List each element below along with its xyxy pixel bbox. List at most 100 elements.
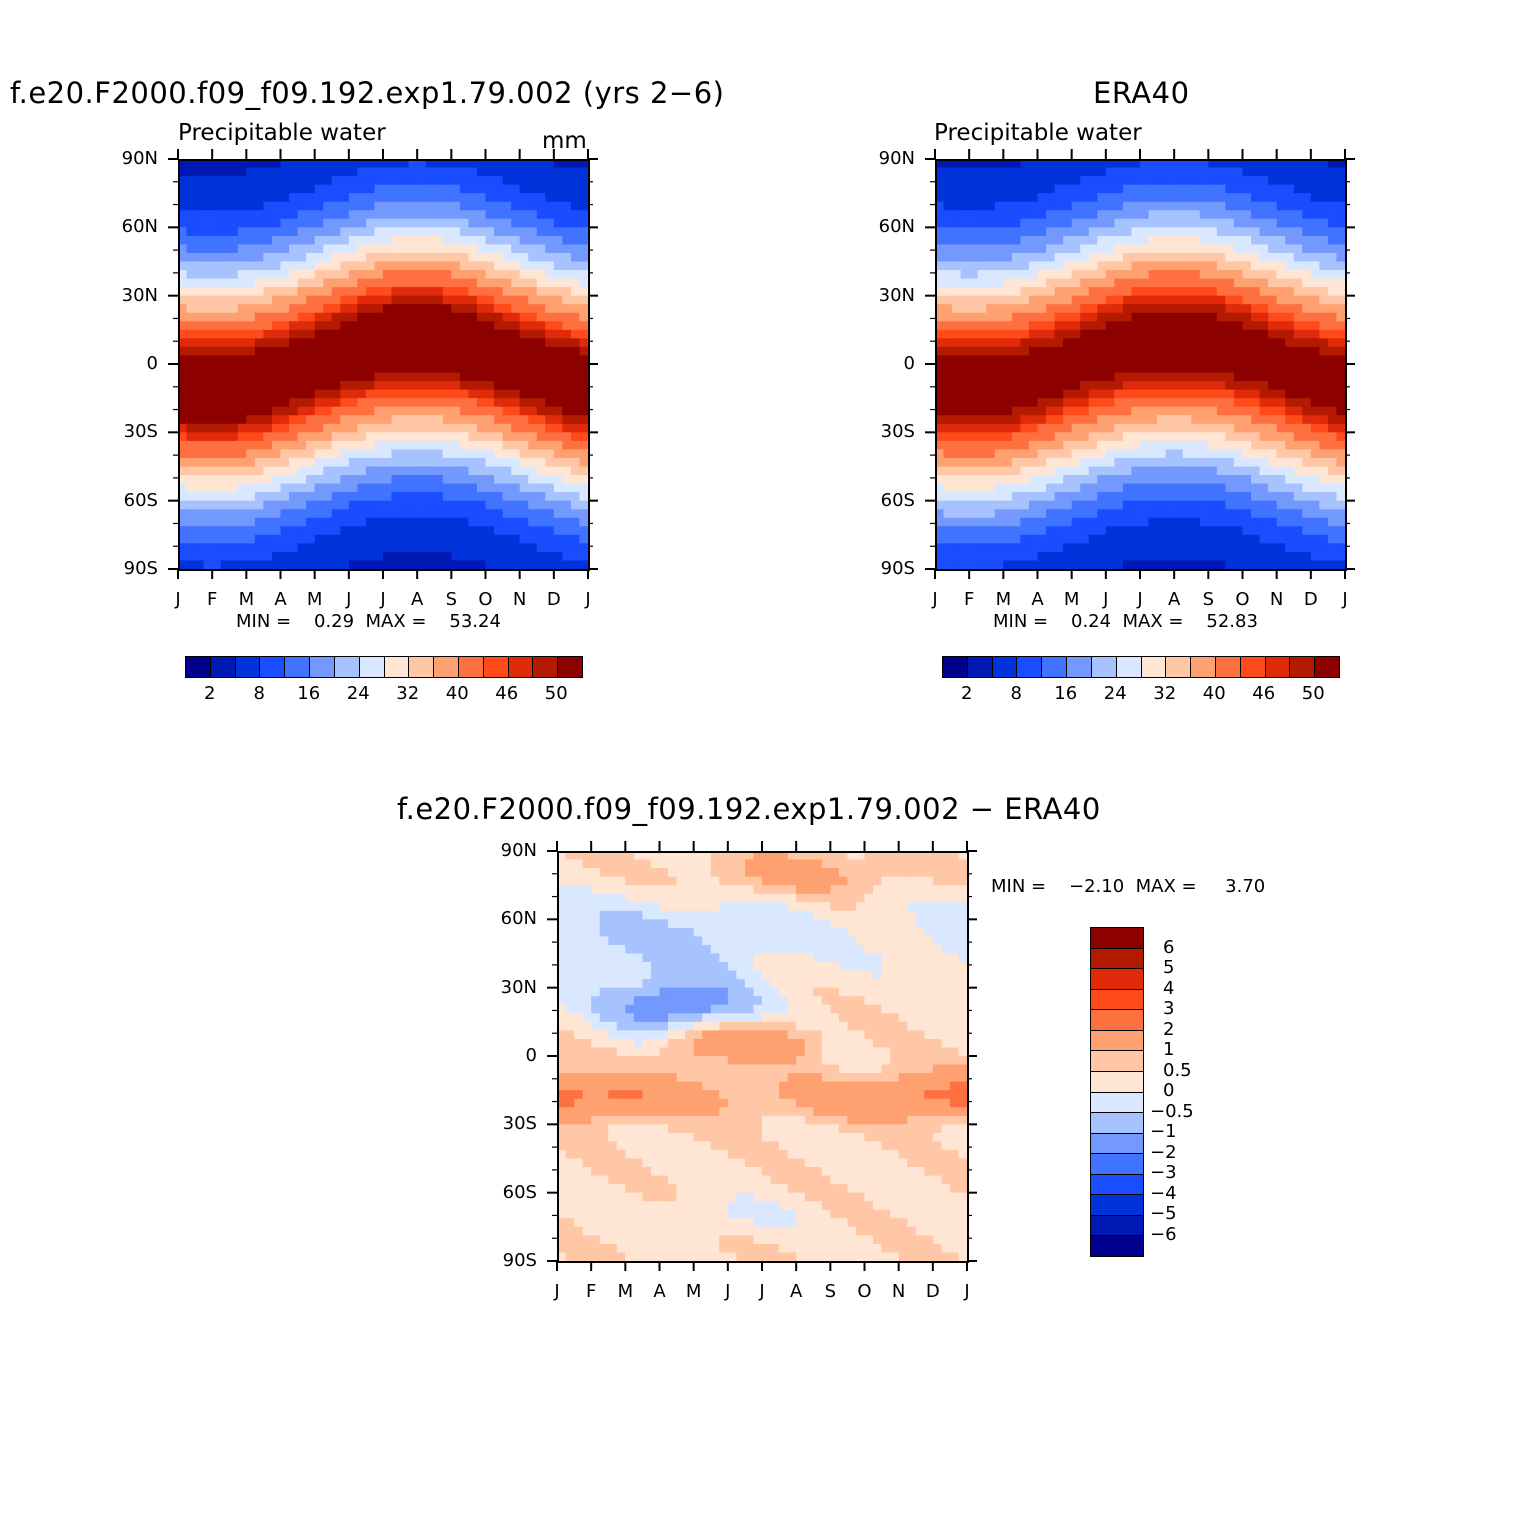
field-cell	[960, 167, 970, 177]
field-cell	[1140, 312, 1150, 322]
field-cell	[1037, 440, 1047, 451]
field-cell	[1285, 329, 1295, 339]
field-cell	[476, 560, 487, 570]
field-cell	[1046, 406, 1056, 416]
field-cell	[391, 500, 401, 510]
field-cell	[1302, 270, 1312, 280]
field-cell	[459, 551, 470, 562]
field-cell	[553, 235, 563, 246]
field-cell	[977, 509, 987, 519]
field-cell	[1054, 167, 1064, 177]
field-cell	[306, 551, 316, 562]
field-cell	[1268, 193, 1278, 203]
field-cell	[952, 159, 962, 169]
field-cell	[1336, 526, 1346, 536]
field-cell	[229, 372, 239, 382]
field-cell	[195, 312, 205, 322]
field-cell	[1054, 321, 1064, 331]
field-cell	[1276, 176, 1286, 186]
field-cell	[340, 466, 350, 476]
field-cell	[1182, 526, 1192, 536]
x-tick-label: A	[274, 589, 287, 610]
field-cell	[220, 500, 230, 510]
field-cell	[536, 449, 546, 459]
field-cell	[1327, 329, 1338, 339]
field-cell	[1336, 270, 1346, 280]
field-cell	[1148, 551, 1158, 562]
field-cell	[1285, 193, 1295, 203]
field-cell	[1131, 364, 1141, 374]
field-cell	[1028, 500, 1039, 510]
field-cell	[1276, 287, 1286, 297]
field-cell	[1165, 261, 1175, 271]
field-cell	[1028, 440, 1039, 451]
field-cell	[1319, 287, 1329, 297]
field-cell	[485, 338, 495, 348]
field-cell	[263, 278, 273, 288]
field-cell	[1242, 406, 1252, 416]
field-cell	[297, 517, 307, 527]
field-cell	[1097, 201, 1107, 211]
field-cell	[186, 423, 196, 433]
field-cell	[943, 227, 953, 237]
field-cell	[263, 415, 273, 425]
field-cell	[417, 543, 427, 553]
field-cell	[1268, 492, 1278, 502]
field-cell	[229, 423, 239, 433]
field-cell	[1122, 475, 1133, 485]
field-cell	[935, 483, 945, 493]
field-cell	[1191, 517, 1201, 527]
field-cell	[1242, 355, 1252, 365]
field-cell	[1251, 398, 1261, 408]
field-cell	[960, 432, 970, 442]
field-cell	[881, 851, 891, 861]
field-cell	[331, 560, 341, 570]
field-cell	[511, 389, 521, 399]
colorbar-swatch	[967, 657, 993, 677]
field-cell	[1242, 440, 1252, 451]
field-cell	[969, 235, 979, 246]
field-cell	[1003, 406, 1013, 416]
colorbar-swatch	[1166, 657, 1192, 677]
field-cell	[969, 304, 979, 314]
field-cell	[365, 432, 376, 442]
field-cell	[263, 210, 273, 220]
field-cell	[459, 218, 470, 228]
field-cell	[1148, 329, 1158, 339]
field-cell	[186, 201, 196, 211]
field-cell	[383, 235, 393, 246]
field-cell	[289, 526, 299, 536]
field-cell	[451, 415, 461, 425]
field-cell	[374, 372, 384, 382]
field-cell	[519, 449, 529, 459]
field-cell	[830, 851, 840, 861]
field-cell	[383, 492, 393, 502]
field-cell	[357, 551, 367, 562]
field-cell	[314, 227, 324, 237]
field-cell	[1165, 560, 1175, 570]
field-cell	[1003, 509, 1013, 519]
field-cell	[178, 432, 188, 442]
field-cell	[459, 534, 470, 544]
field-cell	[1054, 457, 1064, 468]
field-cell	[357, 475, 367, 485]
field-cell	[796, 859, 806, 869]
field-cell	[528, 218, 538, 228]
field-cell	[1259, 227, 1269, 237]
field-cell	[417, 500, 427, 510]
field-cell	[1088, 517, 1098, 527]
field-cell	[186, 543, 196, 553]
field-cell	[1071, 560, 1081, 570]
field-cell	[186, 159, 196, 169]
field-cell	[1174, 372, 1184, 382]
field-cell	[536, 492, 546, 502]
field-cell	[1097, 176, 1107, 186]
field-cell	[1131, 526, 1141, 536]
field-cell	[425, 449, 435, 459]
field-cell	[1122, 389, 1133, 399]
field-cell	[1140, 406, 1150, 416]
field-cell	[1327, 355, 1338, 365]
field-cell	[271, 167, 282, 177]
field-cell	[1276, 475, 1286, 485]
field-cell	[1011, 295, 1022, 305]
